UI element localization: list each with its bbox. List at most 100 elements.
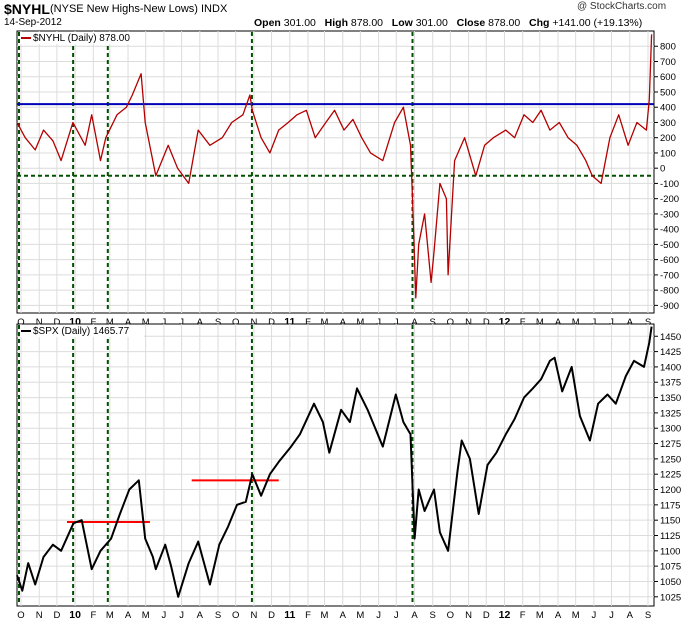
spx-ytick-label: 1075	[660, 562, 681, 573]
high-value: 878.00	[350, 17, 384, 29]
nyhl-xtick-label: M	[572, 317, 580, 328]
nyhl-ytick-label: -300	[660, 209, 679, 220]
nyhl-xtick-label: N	[250, 317, 257, 328]
nyhl-xtick-label: D	[268, 317, 275, 328]
nyhl-xtick-label: S	[215, 317, 221, 328]
spx-xtick-label: A	[555, 610, 562, 621]
nyhl-xtick-label: O	[17, 317, 24, 328]
nyhl-xtick-label: J	[376, 317, 381, 328]
exchange-text: INDX	[201, 3, 228, 15]
spx-panel: 1025 1050 1075 1100 1125 1150 1175 1200 1225 1250…	[16, 323, 681, 621]
chart-date: 14-Sep-2012	[4, 17, 62, 28]
spx-xtick-label: J	[162, 610, 167, 621]
nyhl-ytick-label: 200	[660, 133, 676, 144]
spx-ytick-label: 1275	[660, 439, 681, 450]
nyhl-ytick-label: -500	[660, 240, 679, 251]
nyhl-xtick-label: M	[356, 317, 364, 328]
spx-xtick-label: M	[572, 610, 580, 621]
spx-xtick-label: D	[268, 610, 275, 621]
spx-xtick-label: N	[36, 610, 43, 621]
nyhl-xtick-label: A	[411, 317, 418, 328]
nyhl-xtick-label: 10	[69, 316, 81, 328]
spx-xtick-label: J	[592, 610, 597, 621]
spx-xtick-label: 12	[499, 609, 511, 621]
spx-ytick-label: 1425	[660, 347, 681, 358]
nyhl-ytick-label: 100	[660, 148, 676, 159]
nyhl-xtick-label: M	[142, 317, 150, 328]
spx-xtick-label: N	[250, 610, 257, 621]
spx-label-bg	[20, 325, 144, 337]
nyhl-xtick-label: J	[592, 317, 597, 328]
nyhl-xtick-label: D	[483, 317, 490, 328]
spx-xtick-label: M	[321, 610, 329, 621]
nyhl-ytick-label: 700	[660, 57, 676, 68]
nyhl-ytick-label: 800	[660, 42, 676, 53]
spx-ytick-label: 1200	[660, 485, 681, 496]
low-value: 301.00	[415, 17, 448, 29]
nyhl-series-line	[16, 34, 653, 299]
high-label: High	[324, 17, 348, 29]
spx-xtick-label: M	[106, 610, 114, 621]
close-value: 878.00	[488, 17, 521, 29]
open-label: Open	[254, 17, 281, 29]
nyhl-ytick-label: -100	[660, 179, 679, 190]
spx-xtick-label: A	[197, 610, 204, 621]
chart-header: $NYHL (NYSE New Highs-New Lows) INDX 14-…	[0, 0, 700, 30]
spx-panel-label: $SPX (Daily) 1465.77	[33, 326, 130, 337]
nyhl-ytick-label: -600	[660, 255, 679, 266]
spx-xtick-label: F	[305, 610, 311, 621]
spx-ytick-label: 1250	[660, 454, 681, 465]
spx-ytick-label: 1025	[660, 592, 681, 603]
spx-ytick-label: 1150	[660, 516, 680, 527]
nyhl-ytick-label: -700	[660, 270, 679, 281]
nyhl-xtick-label: A	[555, 317, 562, 328]
symbol-title: $NYHL	[4, 1, 50, 17]
chg-label: Chg	[529, 17, 550, 29]
nyhl-xtick-label: O	[232, 317, 239, 328]
spx-xtick-label: S	[215, 610, 221, 621]
nyhl-xtick-label: M	[106, 317, 114, 328]
nyhl-panel: -900 -800 -700 -600 -500 -400 -300 -200 -100 0 100…	[16, 30, 679, 328]
spx-ytick-label: 1175	[660, 500, 680, 511]
spx-xtick-label: 11	[284, 609, 295, 621]
spx-xtick-label: O	[232, 610, 239, 621]
spx-xtick-label: D	[53, 610, 60, 621]
nyhl-xtick-label: A	[197, 317, 204, 328]
spx-xtick-label: F	[520, 610, 526, 621]
nyhl-xtick-label: D	[53, 317, 60, 328]
spx-xtick-label: M	[142, 610, 150, 621]
spx-ytick-label: 1050	[660, 577, 681, 588]
spx-xtick-label: F	[90, 610, 96, 621]
spx-ytick-label: 1400	[660, 362, 681, 373]
spx-xtick-label: M	[356, 610, 364, 621]
spx-xtick-label: J	[394, 610, 399, 621]
close-label: Close	[456, 17, 486, 29]
nyhl-xtick-label: F	[305, 317, 311, 328]
nyhl-xtick-label: M	[321, 317, 329, 328]
quote-line: Open 301.00 High 878.00 Low 301.00 Close…	[254, 17, 642, 29]
nyhl-xtick-label: 12	[499, 316, 511, 328]
spx-ytick-label: 1100	[660, 546, 680, 557]
spx-plot-area	[16, 323, 655, 607]
nyhl-xtick-label: N	[465, 317, 472, 328]
spx-ytick-label: 1325	[660, 408, 681, 419]
chg-value: +141.00 (+19.13%)	[552, 17, 643, 29]
nyhl-ytick-label: 500	[660, 87, 676, 98]
nyhl-ytick-label: 600	[660, 72, 676, 83]
spx-xtick-label: O	[447, 610, 454, 621]
nyhl-ytick-label: -900	[660, 301, 679, 312]
nyhl-xtick-label: F	[520, 317, 526, 328]
spx-xtick-label: N	[465, 610, 472, 621]
stockcharts-watermark: @ StockCharts.com	[577, 1, 667, 12]
spx-ytick-label: 1375	[660, 378, 681, 389]
spx-ytick-label: 1450	[660, 332, 681, 343]
nyhl-xtick-label: S	[645, 317, 651, 328]
nyhl-xtick-label: J	[609, 317, 614, 328]
open-value: 301.00	[283, 17, 316, 29]
nyhl-ytick-label: 400	[660, 103, 676, 114]
nyhl-ytick-label: -200	[660, 194, 679, 205]
spx-xtick-label: A	[411, 610, 418, 621]
nyhl-xtick-label: M	[536, 317, 544, 328]
nyhl-plot-area	[16, 30, 655, 314]
